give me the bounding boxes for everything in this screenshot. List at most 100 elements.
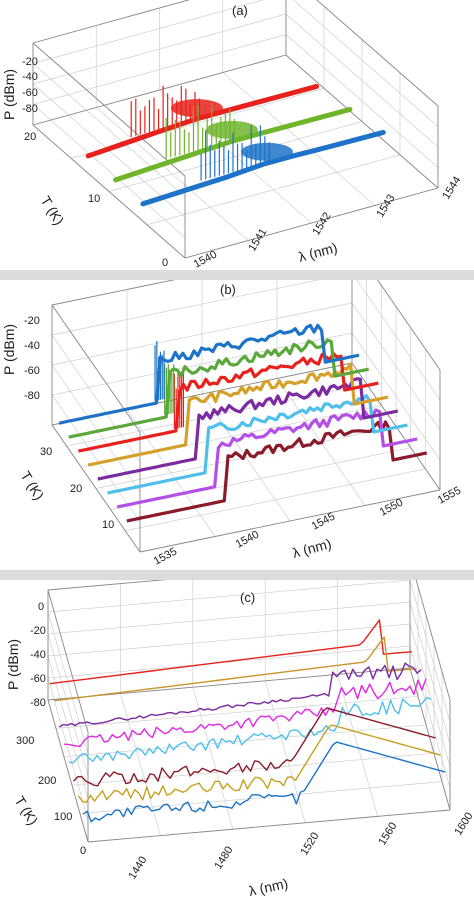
chart-c-grid-line — [47, 580, 411, 613]
chart-c-grid-line — [409, 580, 451, 723]
chart-c-frame-edge — [409, 667, 451, 811]
chart-a-ztick: -20 — [22, 56, 38, 68]
chart-a-frame-edge — [285, 54, 439, 189]
chart-b-grid-line — [351, 332, 441, 461]
chart-b-frame-edge — [51, 424, 141, 553]
chart-b-series-line — [58, 323, 360, 425]
chart-a-grid-line — [108, 121, 363, 192]
chart-b-grid-line — [51, 394, 141, 523]
chart-a-ztick: -60 — [22, 87, 38, 99]
chart-c-series-line — [49, 619, 412, 685]
chart-b-series-line — [78, 351, 379, 453]
chart-a-frame-edge — [316, 0, 439, 107]
chart-a-ytick: 10 — [88, 193, 100, 205]
chart-c-xlabel: λ (nm) — [247, 875, 289, 899]
chart-b-ytick: 10 — [102, 519, 114, 531]
chart-b-frame-edge — [377, 280, 441, 371]
panel-a: (a) P (dBm) -20 -40 -60 -80 T (K) 20 10 … — [0, 0, 474, 270]
chart-b-ztick: -60 — [24, 365, 40, 377]
chart-a-svg: (a) P (dBm) -20 -40 -60 -80 T (K) 20 10 … — [1, 0, 464, 270]
chart-b-xlabel: λ (nm) — [291, 535, 333, 561]
chart-c-ztick: -80 — [30, 697, 46, 709]
chart-c-grid-line — [47, 677, 89, 821]
chart-b-ytick: 20 — [70, 483, 82, 495]
chart-c-grid-line — [71, 752, 435, 786]
chart-a-grid-line — [146, 154, 401, 226]
chart-b-grid-line — [51, 280, 320, 336]
chart-b-grid-line — [51, 332, 353, 396]
chart-b-grid-line — [95, 426, 397, 489]
chart-c-series-line — [58, 662, 422, 728]
chart-a-ytick: 0 — [162, 257, 168, 269]
chart-c-xtick: 1520 — [298, 830, 321, 857]
chart-b-grid-line — [51, 364, 141, 493]
chart-c-grid-line — [79, 781, 443, 814]
chart-b-ztick: -40 — [24, 340, 40, 352]
chart-b-series-line — [97, 377, 399, 481]
chart-c-ytick: 100 — [54, 811, 72, 823]
chart-c-grid-line — [47, 601, 411, 635]
chart-b-svg: (b) P (dBm) -20 -40 -60 -80 T (K) 30 20 … — [1, 280, 463, 568]
chart-a-series — [85, 83, 386, 207]
chart-b-grid — [51, 280, 441, 553]
chart-c-ztick: 0 — [38, 601, 44, 613]
chart-b-ztick: -80 — [24, 390, 40, 402]
chart-b-grid-line — [356, 280, 441, 401]
chart-c-grid-line — [415, 580, 451, 701]
panel-b: (b) P (dBm) -20 -40 -60 -80 T (K) 30 20 … — [0, 280, 474, 570]
chart-a-frame-edge — [32, 42, 186, 177]
chart-c-ylabel: T (K) — [11, 793, 41, 828]
chart-a-grid-line — [32, 13, 287, 85]
chart-a-grid-line — [285, 13, 439, 148]
chart-c-grid-line — [47, 623, 411, 657]
chart-b-series-line — [68, 338, 370, 439]
chart-c-grid-line — [55, 696, 419, 729]
chart-c-frame-edge — [87, 809, 451, 843]
chart-b-frame-edge — [51, 280, 176, 306]
chart-c-grid-line — [120, 693, 161, 836]
chart-c-grid-line — [337, 674, 378, 817]
chart-c-ztick: -60 — [30, 673, 46, 685]
panel-divider — [0, 570, 474, 580]
chart-b-ylabel: T (K) — [17, 468, 47, 503]
chart-c-grid-line — [192, 687, 234, 830]
chart-c-frame-edge — [47, 699, 89, 843]
chart-b-grid-line — [51, 302, 353, 366]
chart-c-series-line — [54, 636, 417, 702]
chart-a-series-band — [205, 120, 258, 139]
chart-a-panel-label: (a) — [232, 3, 248, 18]
chart-c-grid-line — [409, 601, 451, 745]
chart-b-panel-label: (b) — [220, 282, 236, 297]
chart-c-ytick: 300 — [16, 735, 34, 747]
chart-a-xtick: 1542 — [310, 210, 333, 237]
chart-a-series-band — [171, 99, 223, 118]
chart-c-grid-line — [47, 611, 89, 755]
chart-a-ztick: -80 — [22, 103, 38, 115]
chart-a-frame-edge — [32, 0, 191, 44]
chart-c-series-line — [82, 741, 446, 823]
chart-c-xtick: 1440 — [126, 854, 149, 881]
chart-a-series-line — [140, 129, 386, 207]
chart-c-series — [49, 619, 446, 823]
chart-c-series-line — [63, 678, 427, 748]
chart-b-series — [58, 323, 428, 523]
chart-b-frame-edge — [139, 489, 441, 553]
chart-a-grid-line — [32, 63, 186, 197]
chart-c-panel-label: (c) — [240, 590, 255, 605]
chart-a-xtick: 1541 — [246, 226, 269, 253]
chart-c-frame-edge — [415, 580, 451, 701]
chart-a-ytick: 20 — [24, 131, 36, 143]
chart-c-frame-edge — [47, 589, 89, 733]
chart-c-ytick: 0 — [80, 845, 86, 857]
chart-c-grid-line — [409, 645, 451, 789]
chart-c-series-line — [73, 707, 436, 787]
panel-divider — [0, 270, 474, 280]
chart-a-grid — [32, 0, 439, 259]
chart-a-series-band — [240, 142, 293, 161]
chart-a-frame-edge — [184, 187, 439, 259]
chart-b-xtick: 1550 — [378, 497, 405, 519]
chart-b-series-line — [126, 420, 428, 523]
chart-a-ylabel: T (K) — [37, 193, 67, 228]
chart-a-grid-line — [292, 0, 439, 127]
chart-c-ztick: -20 — [30, 625, 46, 637]
